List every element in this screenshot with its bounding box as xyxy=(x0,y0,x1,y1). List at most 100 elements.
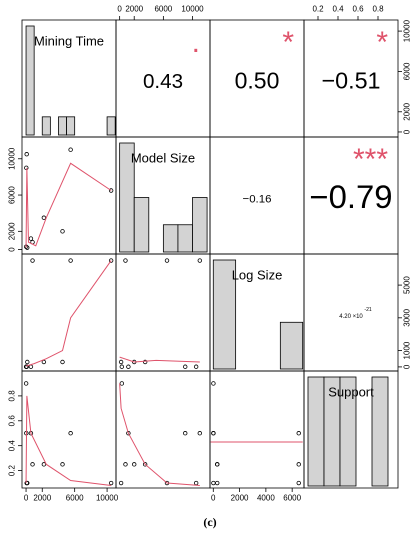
variable-name: Log Size xyxy=(232,267,283,282)
point xyxy=(24,165,29,171)
point xyxy=(123,462,128,467)
point xyxy=(24,152,29,157)
point xyxy=(24,364,29,369)
significance-stars: * xyxy=(282,26,294,59)
smooth-line xyxy=(25,162,112,248)
tick-label: 4000 xyxy=(257,494,275,503)
scatter-panel xyxy=(210,381,303,486)
point xyxy=(108,480,114,486)
significance-stars: *** xyxy=(353,143,388,176)
variable-name: Model Size xyxy=(131,150,195,165)
histogram-bar xyxy=(279,321,304,370)
histogram xyxy=(25,25,116,136)
histogram-bar xyxy=(162,224,179,253)
variable-name: Support xyxy=(328,384,374,399)
point xyxy=(68,258,73,263)
correlation-exponent: -21 xyxy=(364,307,372,313)
tick-label: 0 xyxy=(403,364,412,369)
histogram xyxy=(119,142,208,253)
point xyxy=(132,462,137,467)
point xyxy=(126,431,131,436)
correlation-value: 0.50 xyxy=(235,68,280,94)
correlation-value: 4.20 ×10 xyxy=(339,314,363,320)
point xyxy=(23,381,29,386)
scatter-panel xyxy=(23,258,114,369)
histogram-bar xyxy=(25,25,35,136)
point xyxy=(119,364,125,369)
tick-label: 10000 xyxy=(96,494,119,503)
point xyxy=(197,431,202,436)
histogram-bar xyxy=(212,259,237,370)
histogram-bar xyxy=(133,197,150,253)
point xyxy=(126,364,131,369)
smooth-line xyxy=(119,356,200,363)
point xyxy=(108,258,114,263)
point xyxy=(197,258,202,263)
point xyxy=(296,431,301,436)
point xyxy=(68,431,73,436)
tick-label: 0.4 xyxy=(332,5,344,14)
scatter-panel xyxy=(118,381,202,487)
tick-label: 2000 xyxy=(231,494,249,503)
point xyxy=(25,359,30,365)
point xyxy=(211,431,216,436)
tick-label: 0.6 xyxy=(352,5,364,14)
tick-label: 2000 xyxy=(8,222,17,240)
histogram-bar xyxy=(307,376,325,487)
tick-label: 0.2 xyxy=(8,464,17,476)
scatter-panel xyxy=(23,381,114,487)
correlation-value: −0.79 xyxy=(309,178,392,215)
point xyxy=(108,188,114,193)
tick-label: 0 xyxy=(403,129,412,134)
tick-label: 0 xyxy=(211,494,216,503)
histogram-bar xyxy=(192,197,208,253)
significance-stars: * xyxy=(376,26,388,59)
tick-label: 0 xyxy=(8,247,17,252)
histogram-bar xyxy=(66,116,76,136)
point xyxy=(30,258,35,263)
point xyxy=(68,147,73,152)
point xyxy=(215,480,220,486)
tick-label: 1000 xyxy=(403,341,412,359)
point xyxy=(25,245,30,250)
smooth-line xyxy=(119,383,200,487)
point xyxy=(183,431,188,436)
point xyxy=(118,480,124,486)
point xyxy=(60,359,65,365)
histogram xyxy=(212,259,304,370)
point xyxy=(25,480,30,486)
tick-label: 0 xyxy=(117,5,122,14)
tick-label: 6000 xyxy=(8,186,17,204)
point xyxy=(142,359,148,365)
tick-label: 2000 xyxy=(33,494,51,503)
tick-label: 3000 xyxy=(403,308,412,326)
correlation-value: −0.51 xyxy=(321,68,380,94)
tick-label: 0.6 xyxy=(8,415,17,427)
point xyxy=(211,381,216,386)
tick-label: 10000 xyxy=(181,5,204,14)
tick-label: 2000 xyxy=(125,5,143,14)
tick-label: 10000 xyxy=(8,147,17,170)
tick-label: 6000 xyxy=(66,494,84,503)
tick-label: 6000 xyxy=(283,494,301,503)
histogram-bar xyxy=(177,224,193,253)
smooth-line xyxy=(25,395,112,487)
scatter-panel xyxy=(23,147,114,250)
point xyxy=(164,258,170,263)
point xyxy=(296,462,301,467)
correlation-value: −0.16 xyxy=(243,194,272,206)
point xyxy=(41,215,47,220)
tick-label: 0.8 xyxy=(8,390,17,402)
panel-frame xyxy=(303,370,399,489)
histogram xyxy=(307,376,389,487)
tick-label: 0 xyxy=(24,494,29,503)
variable-name: Mining Time xyxy=(34,33,104,48)
point xyxy=(30,462,35,467)
scatter-panel xyxy=(118,258,202,369)
correlation-value: 0.43 xyxy=(143,70,183,93)
tick-label: 6000 xyxy=(154,5,172,14)
caption: (c) xyxy=(203,515,216,529)
point xyxy=(41,462,47,467)
point xyxy=(183,364,188,369)
